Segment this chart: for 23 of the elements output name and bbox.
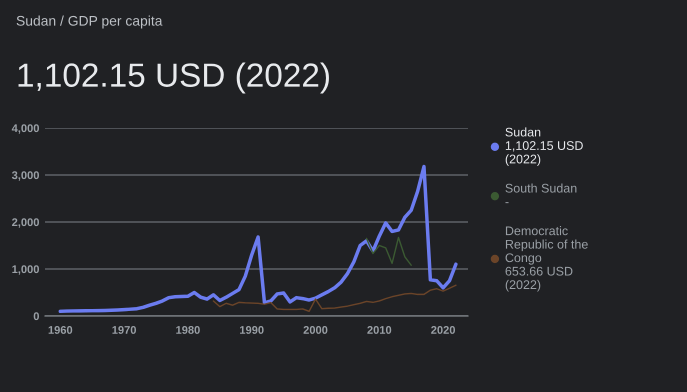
text: Sudan (505, 127, 540, 137)
x-tick-label: 2010 (367, 326, 392, 334)
y-tick-label: 2,000 (12, 218, 39, 228)
line-series (366, 236, 412, 266)
y-tick-label: 4,000 (12, 124, 39, 134)
text: - (505, 202, 509, 204)
legend-label: South Sudan (505, 183, 576, 193)
y-tick-label: 1,000 (12, 265, 39, 275)
y-tick-label: 0 (34, 312, 39, 320)
text: 1,102.15 USD (2022) (506, 141, 583, 166)
y-tick-label: 3,000 (12, 171, 39, 181)
line-series (212, 284, 457, 312)
text: Democratic Republic of the Congo (506, 226, 588, 265)
x-tick-label: 2020 (431, 326, 456, 334)
x-tick-label: 1990 (240, 326, 264, 334)
chart-subtitle: Sudan / GDP per capita (16, 16, 162, 28)
x-tick-label: 1960 (48, 326, 72, 334)
chart-title: 1,102.15 USD (2022) (18, 62, 329, 94)
x-tick-label: 1970 (112, 326, 136, 334)
x-tick-label: 1980 (176, 326, 200, 334)
line-series (58, 164, 458, 314)
text: 653.66 USD (2022) (506, 266, 572, 292)
x-tick-label: 2000 (304, 326, 328, 334)
